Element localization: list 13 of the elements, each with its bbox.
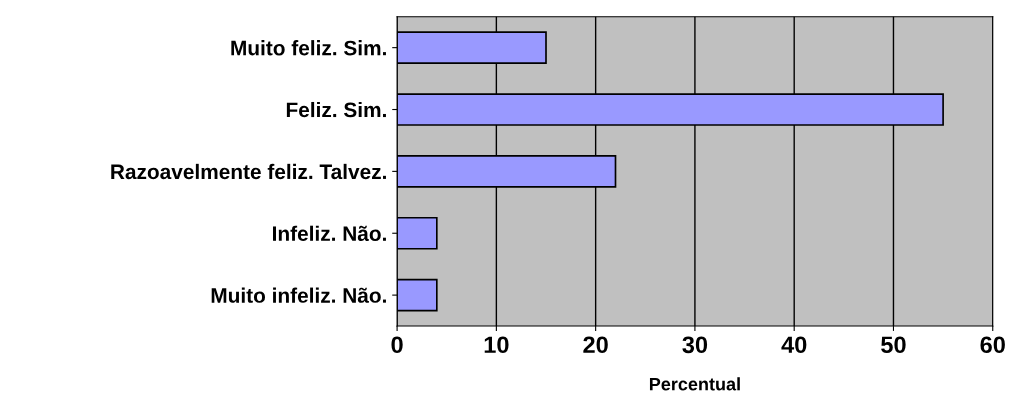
x-tick-label: 20 — [583, 336, 608, 354]
y-tick-label: Feliz. Sim. — [286, 101, 386, 118]
y-tick-label: Infeliz. Não. — [273, 225, 386, 241]
x-tick-label: 40 — [781, 336, 807, 354]
x-tick-label: 0 — [391, 336, 403, 354]
x-axis-title: Percentual — [649, 377, 740, 391]
x-tick-label: 50 — [881, 336, 906, 354]
x-tick-label: 30 — [682, 336, 708, 354]
x-tick-label: 60 — [980, 336, 1005, 354]
y-tick-label: Muito infeliz. Não. — [211, 287, 386, 303]
x-tick-label: 10 — [484, 336, 509, 354]
y-tick-label: Razoavelmente feliz. Talvez. — [111, 163, 386, 180]
y-tick-label: Muito feliz. Sim. — [231, 40, 386, 56]
